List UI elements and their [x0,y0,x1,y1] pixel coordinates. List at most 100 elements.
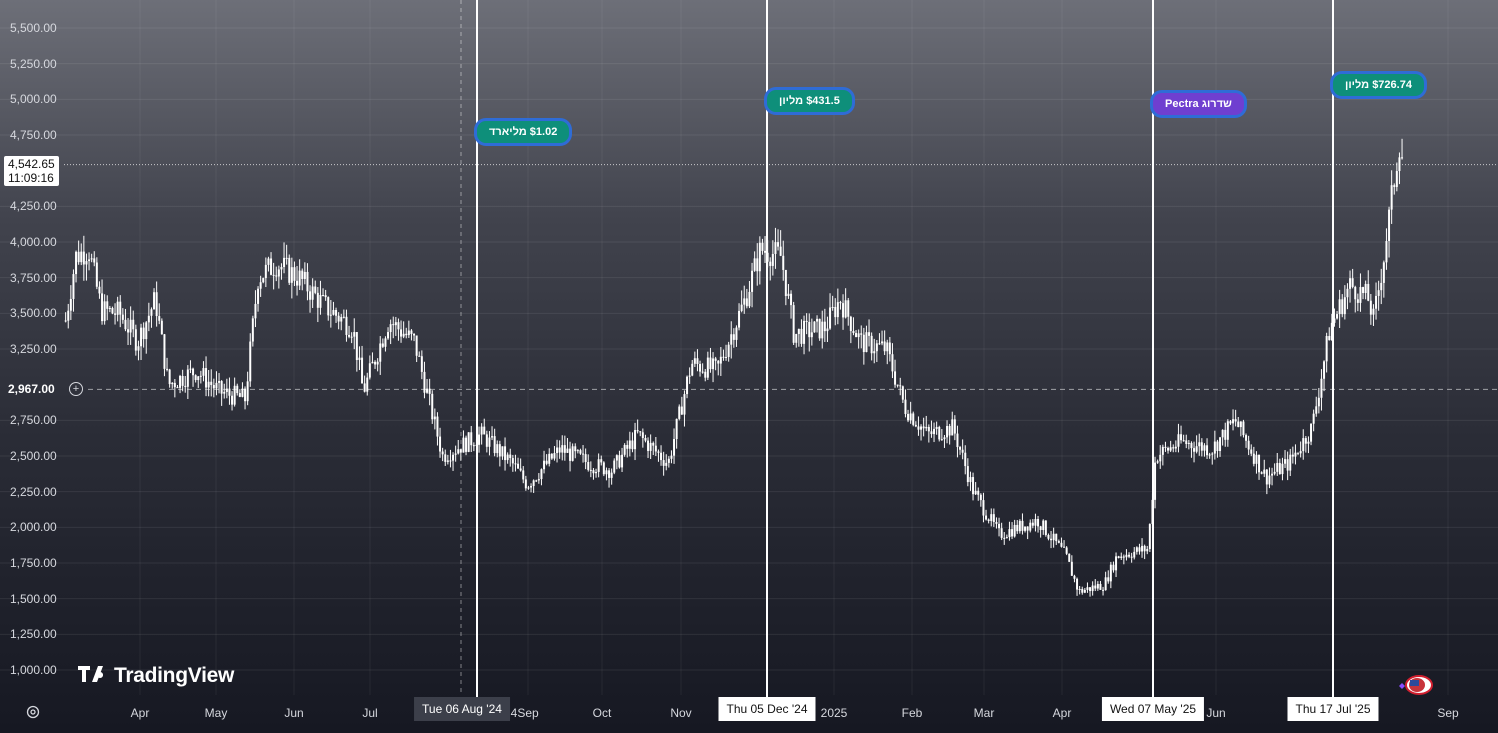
candle-body [353,332,356,337]
candle-body [397,322,400,330]
candle-body [1096,583,1099,589]
settings-icon[interactable] [26,705,40,719]
event-bubble[interactable]: $431.5 מליון [764,87,855,115]
candle-body [1060,542,1063,547]
candle-body [1091,585,1094,592]
candle-body [977,490,980,495]
candle-body [277,269,280,277]
flag-icon[interactable] [1397,675,1433,695]
candle-body [257,288,260,304]
x-tick-label: Apr [1052,706,1072,720]
current-price-label: 4,542.65 11:09:16 [4,156,59,186]
candle-body [769,261,772,266]
x-tick-label: 2025 [820,706,848,720]
event-bubble[interactable]: $726.74 מליון [1330,71,1427,99]
candle-body [262,278,265,283]
candle-body [410,330,413,334]
candle-body [628,440,631,449]
candle-body [1333,318,1336,323]
crosshair-plus-icon[interactable]: + [69,382,83,396]
candle-body [969,477,972,483]
candle-body [618,455,621,468]
candle-body [197,376,200,381]
candle-body [1232,419,1235,424]
candle-body [764,250,767,253]
candle-body [1219,437,1222,452]
candle-body [550,453,553,459]
candle-body [457,449,460,454]
candle-body [246,381,249,402]
candle-body [662,460,665,466]
candle-body [1375,295,1378,309]
candle-body [1328,336,1331,341]
candle-body [670,455,673,459]
candle-body [218,381,221,383]
candle-body [1229,421,1232,424]
candle-body [493,436,496,454]
candle-body [1265,469,1268,485]
candle-body [392,324,395,326]
candle-body [1104,577,1107,591]
candle-body [1130,556,1133,558]
candle-body [1351,278,1354,287]
candle-body [946,425,949,438]
candle-body [345,316,348,335]
candle-body [852,331,855,333]
event-bubble[interactable]: $1.02 מליארד [474,118,573,146]
candle-body [285,257,288,259]
candle-body [394,322,397,326]
candle-body [1185,440,1188,444]
candle-body [371,361,374,364]
candle-body [145,322,148,340]
candle-body [350,336,353,338]
candle-body [600,459,603,463]
candle-body [909,413,912,421]
candle-body [826,328,829,332]
candle-body [1057,541,1060,543]
candle-body [1086,587,1089,590]
candle-body [865,332,868,353]
candle-body [88,259,91,262]
candle-body [296,280,299,286]
candle-body [381,343,384,347]
candle-body [519,468,522,471]
candle-body [1250,449,1253,454]
candle-body [881,341,884,344]
candle-body [1252,453,1255,464]
candle-body [1385,241,1388,263]
candle-body [899,385,902,387]
candle-body [1076,578,1079,590]
candle-body [745,298,748,307]
y-tick-label: 1,750.00 [10,556,57,570]
candle-body [441,451,444,455]
candle-body [751,270,754,292]
event-bubble[interactable]: Pectra שדרוג [1150,90,1247,118]
candle-body [498,444,501,457]
candle-body [792,305,795,343]
candle-body [1372,308,1375,315]
candle-body [1182,440,1185,442]
current-price-value: 4,542.65 [8,157,55,171]
candle-body [901,386,904,400]
candle-body [870,335,873,354]
candle-body [205,368,208,388]
event-date-label: Tue 06 Aug '24 [414,697,510,721]
candle-body [1302,438,1305,452]
candle-body [953,419,956,434]
candle-body [153,292,156,310]
candle-body [478,434,481,445]
candle-body [1122,556,1125,558]
candle-body [1031,522,1034,526]
candle-body [337,315,340,322]
candle-body [816,318,819,322]
candle-body [348,334,351,337]
candle-body [722,356,725,358]
tradingview-logo[interactable]: TradingView [78,664,234,688]
candle-body [875,343,878,352]
candle-body [688,375,691,377]
candle-body [116,301,119,315]
candle-body [111,307,114,314]
candle-body [340,317,343,322]
